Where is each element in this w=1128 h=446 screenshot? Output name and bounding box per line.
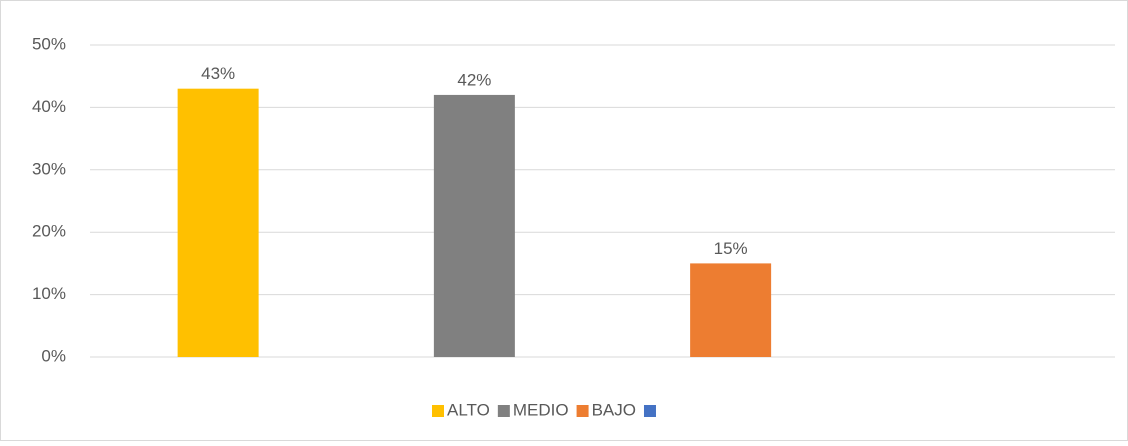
bar	[690, 263, 772, 357]
legend-swatch	[432, 405, 444, 417]
data-label: 42%	[457, 70, 491, 89]
legend-swatch	[576, 405, 589, 417]
y-tick-label: 0%	[41, 346, 66, 365]
y-tick-label: 40%	[32, 97, 66, 116]
y-tick-label: 30%	[32, 159, 66, 178]
bar	[433, 94, 515, 358]
y-tick-label: 50%	[32, 34, 66, 53]
bar	[177, 88, 259, 358]
legend-label: MEDIO	[513, 400, 569, 419]
y-tick-label: 20%	[32, 222, 66, 241]
y-tick-label: 10%	[32, 284, 66, 303]
data-label: 43%	[201, 64, 235, 83]
data-label: 15%	[714, 239, 748, 258]
legend-swatch	[643, 405, 656, 417]
legend-label: ALTO	[447, 400, 490, 419]
legend-swatch	[497, 405, 510, 417]
legend-label: BAJO	[592, 400, 636, 419]
